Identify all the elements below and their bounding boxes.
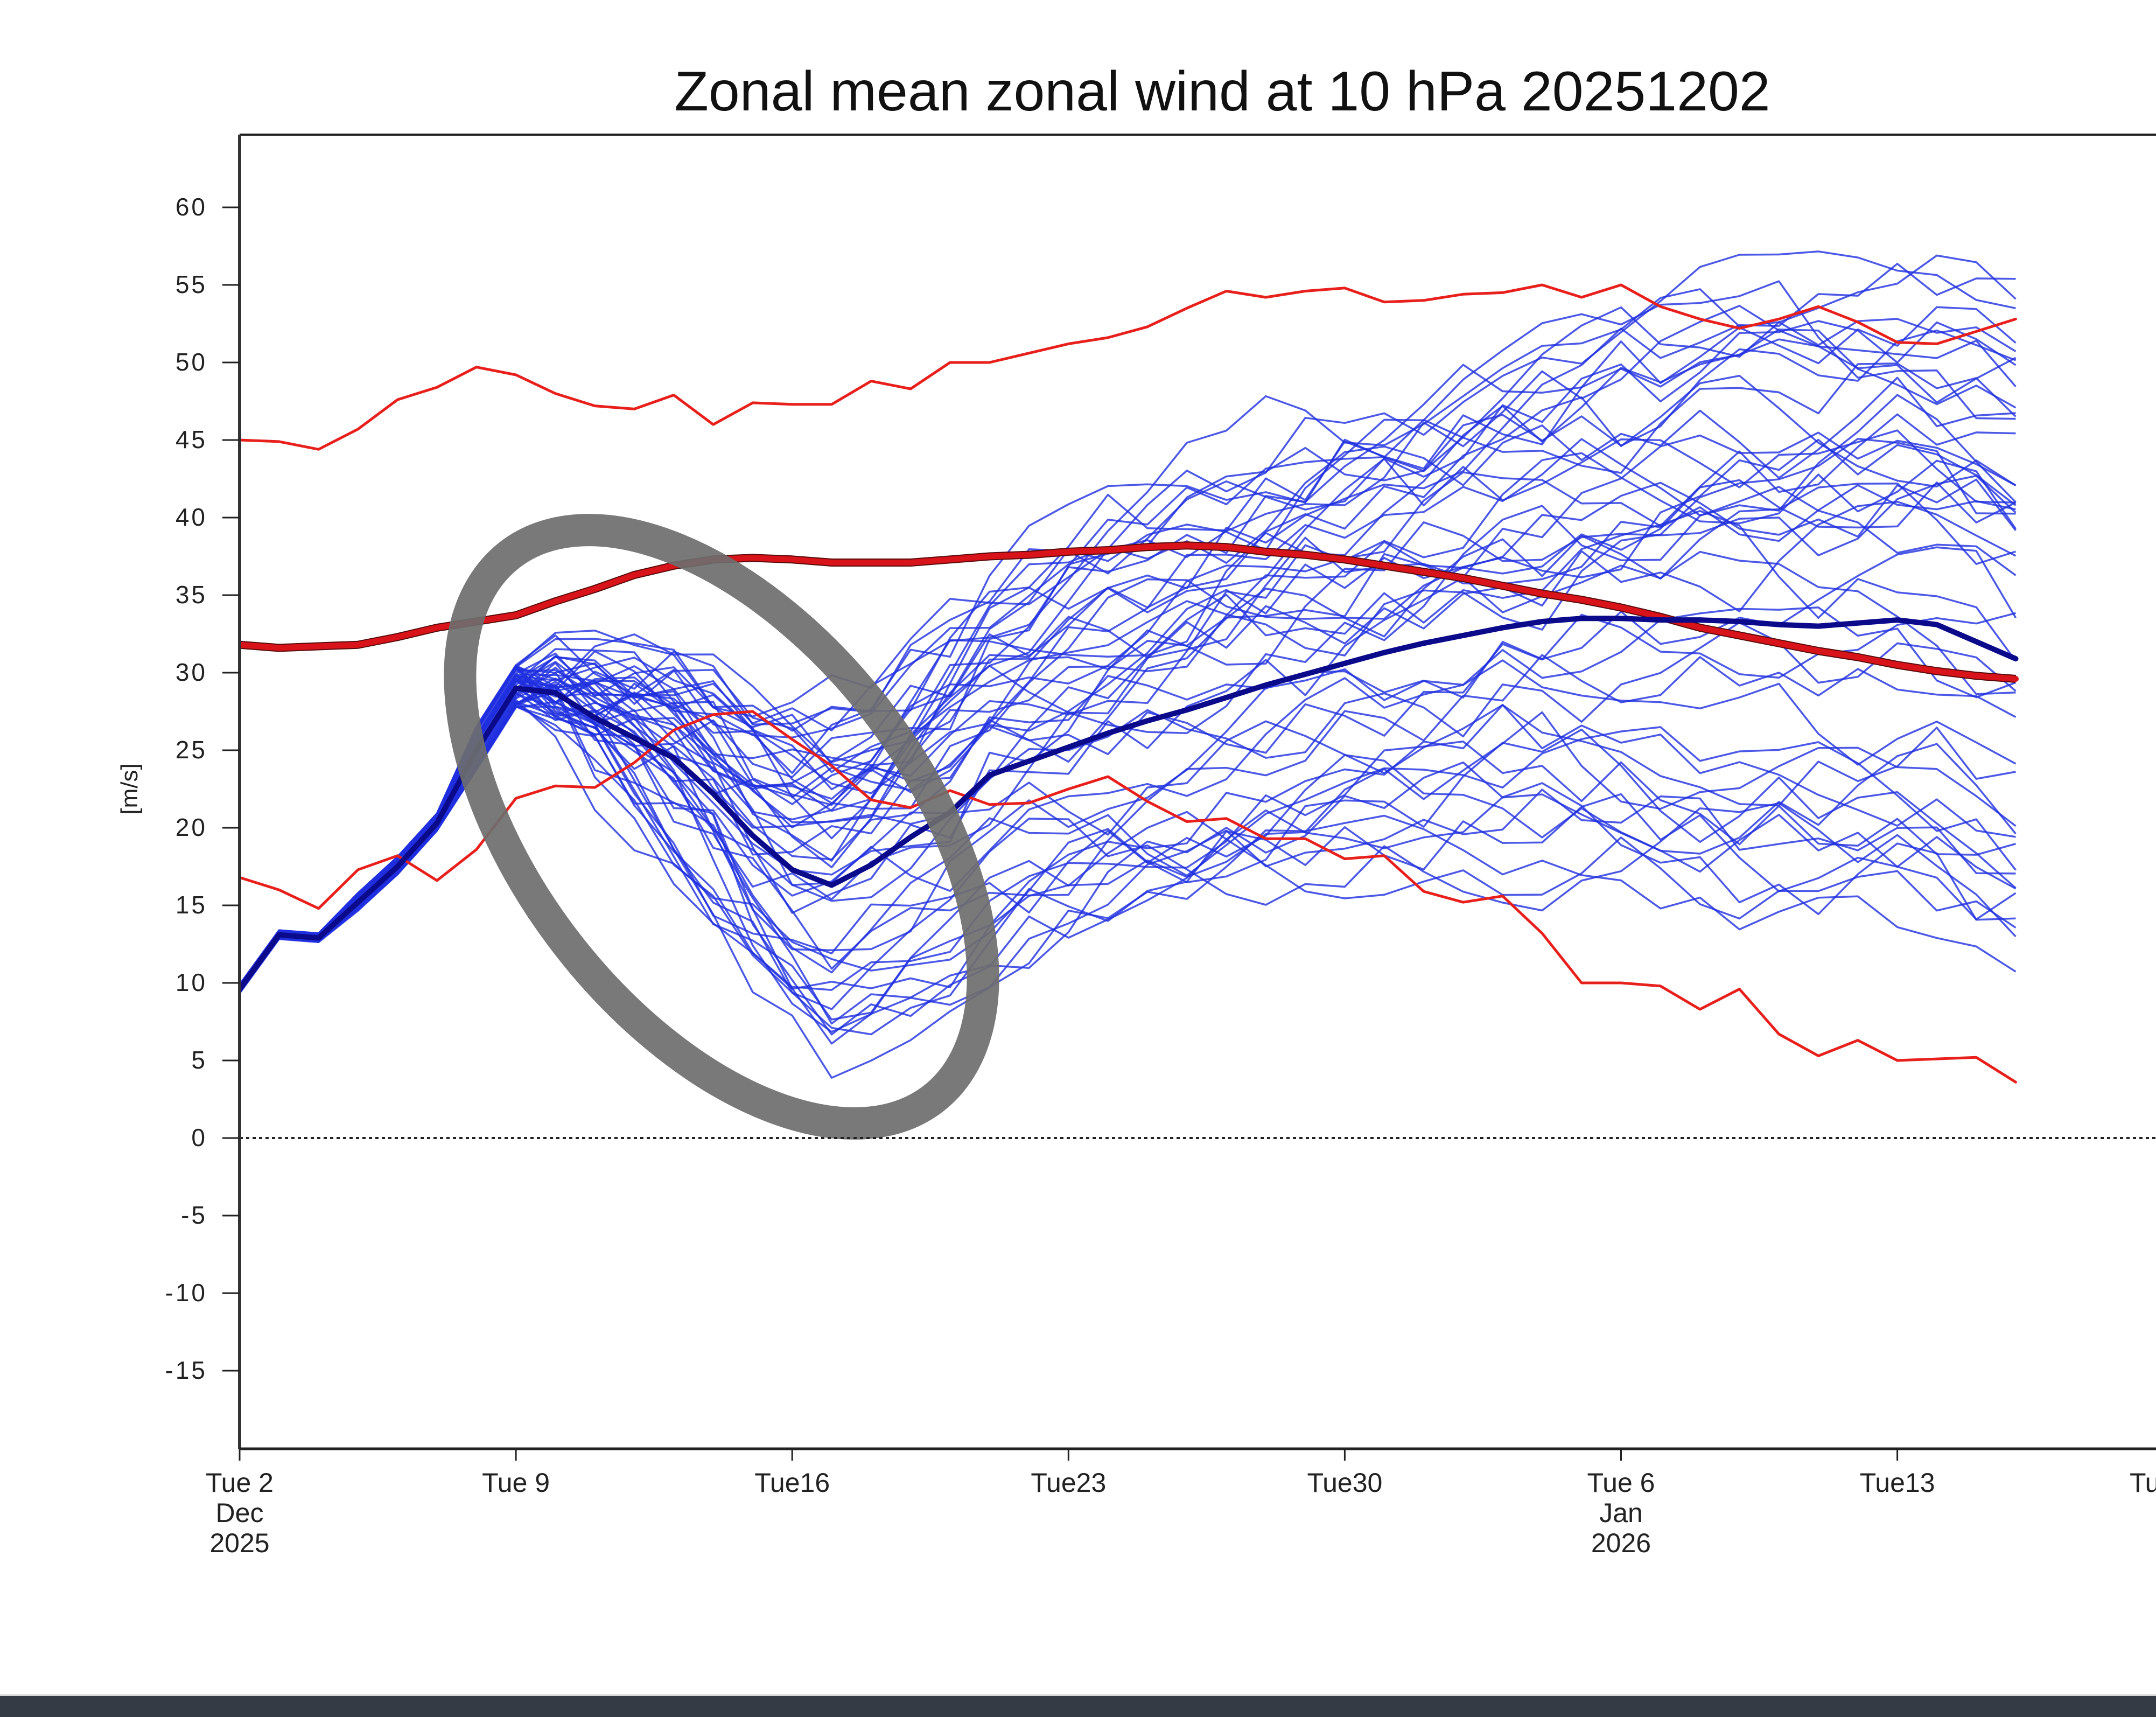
ensemble-member-line — [240, 452, 2017, 988]
ensemble-member-line — [240, 394, 2017, 987]
ensemble-member-line — [240, 550, 2016, 990]
y-tick-label: 45 — [176, 425, 207, 453]
x-tick-label: Tue23 — [1031, 1468, 1106, 1498]
y-tick-label: 10 — [176, 968, 207, 996]
x-tick-label: Tue16 — [754, 1468, 830, 1498]
annotation-layer — [444, 514, 999, 1140]
x-tick-label: Tue13 — [1860, 1468, 1935, 1498]
ensemble-member-line — [240, 606, 2017, 991]
y-tick-label: 35 — [176, 581, 207, 609]
ensemble-member-line — [240, 262, 2016, 986]
x-tick-label: Tue 9 — [482, 1468, 550, 1498]
chart-title: Zonal mean zonal wind at 10 hPa 20251202 — [674, 60, 1770, 123]
series-layer — [240, 283, 2019, 1084]
plot-frame — [238, 134, 2156, 1450]
x-tick-label: Tue 2 — [206, 1468, 274, 1498]
y-tick-label: 40 — [176, 503, 207, 531]
climatology-min-line — [240, 710, 2017, 1084]
ensemble-member-line — [240, 329, 2017, 986]
y-tick-label: 50 — [176, 348, 207, 376]
y-axis-label: [m/s] — [116, 763, 143, 814]
x-tick-label: Tue 6 — [1587, 1468, 1655, 1498]
y-tick-label: 0 — [191, 1123, 207, 1151]
ensemble-member-line — [240, 254, 2017, 986]
x-tick-label: 2025 — [209, 1528, 269, 1558]
y-tick-label: -5 — [181, 1201, 207, 1229]
ensemble-member-line — [240, 250, 2016, 986]
y-tick-label: 5 — [191, 1046, 207, 1074]
y-tick-label: 30 — [176, 658, 207, 686]
ensemble-member-line — [240, 479, 2017, 987]
ensemble-member-line — [240, 702, 2017, 993]
y-tick-label: 15 — [176, 891, 207, 919]
ensemble-member-line — [240, 376, 2016, 987]
ensemble-member-line — [240, 546, 2017, 989]
ensemble-member-line — [240, 699, 2017, 993]
ensemble-member-line — [240, 686, 2017, 993]
y-tick-label: 20 — [176, 813, 207, 841]
x-tick-label: Tu — [2130, 1468, 2156, 1498]
y-tick-label: -15 — [165, 1356, 207, 1384]
ensemble-member-line — [240, 328, 2017, 987]
ensemble-members — [240, 250, 2017, 1079]
ensemble-member-line — [240, 683, 2017, 1025]
climatology-max-line — [240, 283, 2017, 451]
ensemble-member-line — [240, 706, 2016, 1079]
ensemble-member-line — [240, 306, 2017, 986]
ensemble-member-line — [240, 438, 2016, 989]
footer-bar — [0, 1694, 2156, 1717]
ensemble-member-line — [240, 305, 2017, 986]
climatology-mean-line — [240, 542, 2019, 682]
ensemble-mean-line — [240, 616, 2019, 992]
y-tick-label: -10 — [165, 1279, 207, 1307]
ensemble-member-line — [240, 338, 2017, 986]
x-tick-label: Dec — [216, 1498, 264, 1528]
highlight-ellipse — [444, 514, 999, 1140]
y-tick-label: 55 — [176, 270, 207, 298]
x-tick-label: Jan — [1599, 1498, 1643, 1528]
x-tick-label: 2026 — [1591, 1528, 1651, 1558]
x-tick-label: Tue30 — [1307, 1468, 1382, 1498]
y-tick-label: 25 — [176, 736, 207, 764]
y-tick-label: 60 — [176, 193, 207, 221]
ensemble-member-line — [240, 701, 2016, 1036]
